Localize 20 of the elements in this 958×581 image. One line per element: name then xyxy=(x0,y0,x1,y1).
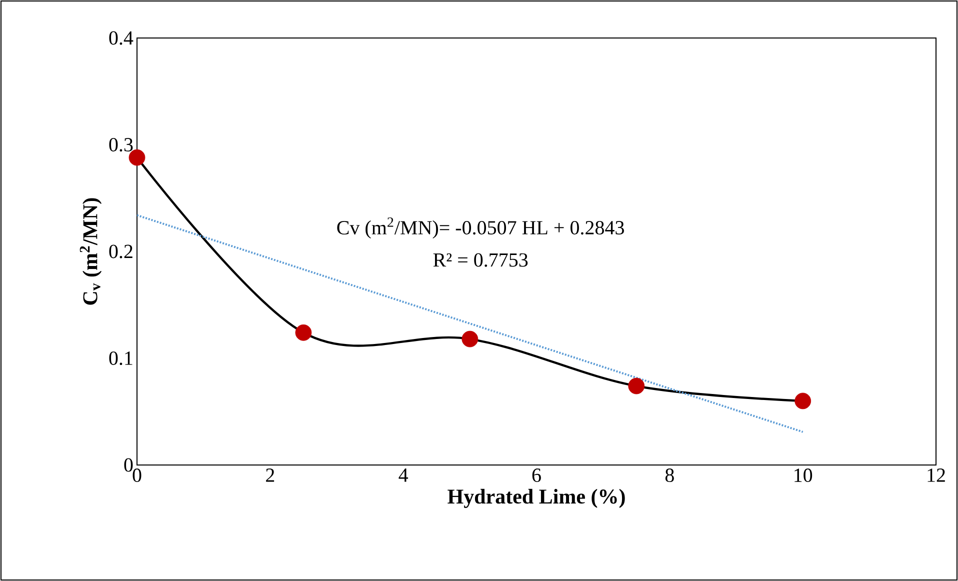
y-tick-label: 0.2 xyxy=(109,244,132,258)
point xyxy=(794,392,812,410)
y-tick-label: 0.1 xyxy=(109,351,132,366)
x-tick-label: 12 xyxy=(928,468,945,482)
x-tick-label: 10 xyxy=(794,468,812,482)
y-tick-label: 0 xyxy=(124,458,133,472)
point xyxy=(462,330,478,348)
x-axis-title: Hydrated Lime (%) xyxy=(448,488,625,508)
x-tick-label: 2 xyxy=(266,468,274,482)
x-tick-label: 0 xyxy=(132,468,142,482)
y-tick-label: 0.3 xyxy=(109,138,133,152)
point xyxy=(628,378,645,394)
y-tick-label: 0.4 xyxy=(109,31,134,45)
point xyxy=(295,324,312,341)
x-tick-label: 8 xyxy=(665,468,674,482)
y-axis-title: C$_{v}$ (m$^{2}$/MN) xyxy=(80,198,102,305)
annotation: R² = 0.7753 xyxy=(433,253,528,267)
x-tick-label: 4 xyxy=(398,468,408,482)
x-tick-label: 6 xyxy=(532,468,541,482)
annotation: Cv (m$^{2}$/MN)= -0.0507 HL + 0.2843 xyxy=(337,217,624,239)
